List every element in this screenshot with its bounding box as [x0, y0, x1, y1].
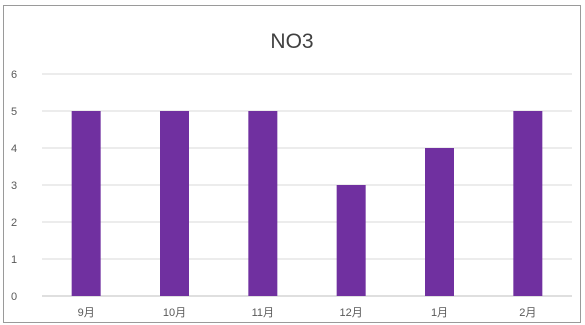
y-tick-label: 3: [11, 180, 17, 192]
x-tick-label: 2月: [519, 307, 536, 319]
x-tick-label: 11月: [252, 307, 274, 319]
x-tick-label: 1月: [431, 307, 448, 319]
y-tick-label: 4: [11, 143, 17, 155]
y-tick-label: 2: [11, 217, 17, 229]
bar-4: [336, 185, 366, 296]
x-tick-label: 12月: [340, 307, 363, 319]
x-tick-label: 10月: [163, 307, 186, 319]
y-tick-label: 0: [11, 291, 17, 303]
bar-3: [248, 111, 278, 296]
y-tick-label: 5: [11, 106, 17, 118]
y-tick-label: 1: [11, 254, 17, 266]
bar-1: [71, 111, 101, 296]
plot-area: 0 1 2 3 4 5 6 9月 10月 11月 12月 1月 2月: [11, 69, 572, 319]
chart-title: NO3: [270, 30, 314, 53]
chart-area: NO3 0 1 2 3 4 5 6 9月 10月 11月 12月 1月 2月: [3, 5, 581, 323]
x-tick-label: 9月: [78, 307, 95, 319]
y-tick-label: 6: [11, 69, 17, 81]
bar-2: [160, 111, 189, 296]
bar-6: [513, 111, 543, 296]
bar-5: [425, 148, 454, 296]
